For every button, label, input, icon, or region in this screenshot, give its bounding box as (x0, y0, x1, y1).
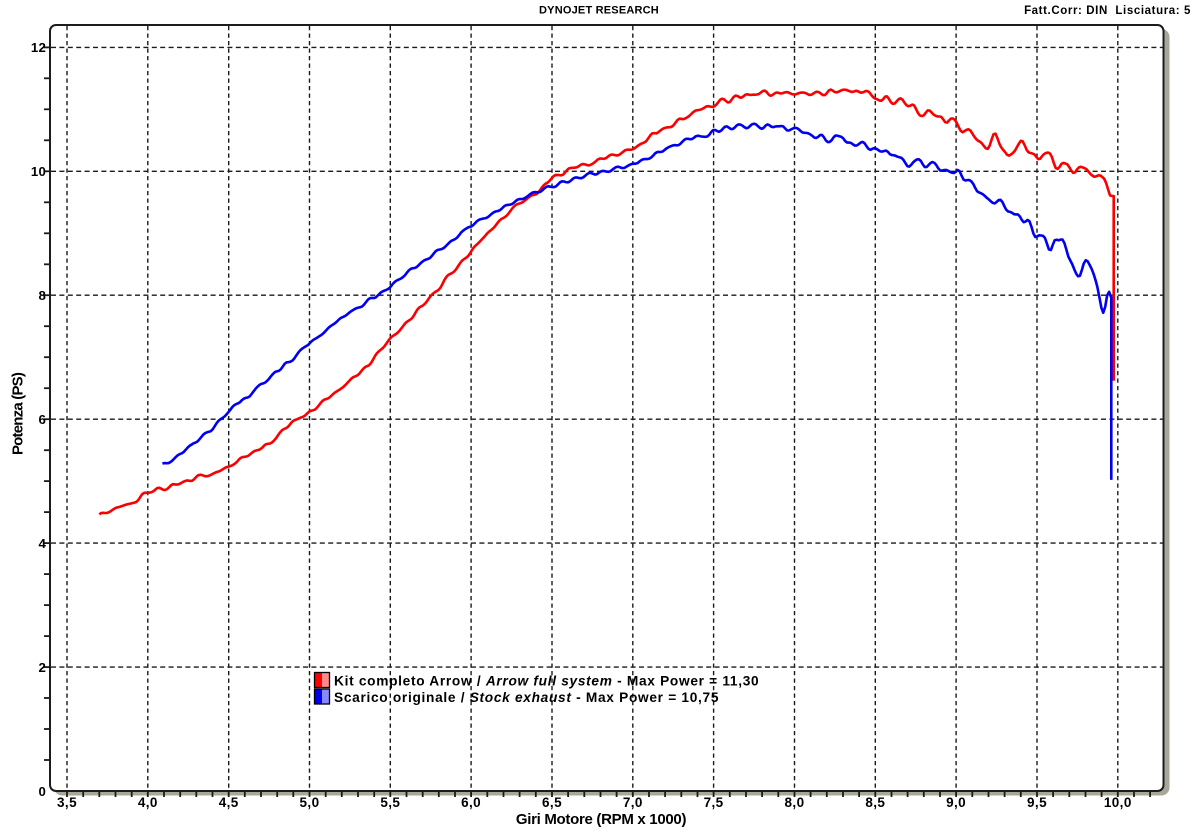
svg-text:3,5: 3,5 (57, 795, 77, 810)
svg-text:0: 0 (38, 784, 46, 799)
svg-text:4,0: 4,0 (138, 795, 158, 810)
svg-text:2: 2 (38, 660, 46, 675)
svg-text:4,5: 4,5 (219, 795, 239, 810)
svg-text:DYNOJET RESEARCH: DYNOJET RESEARCH (539, 5, 659, 17)
svg-text:Kit completo Arrow / Arrow ful: Kit completo Arrow / Arrow full system -… (334, 674, 759, 689)
svg-text:5,5: 5,5 (380, 795, 400, 810)
svg-text:6: 6 (38, 412, 46, 427)
svg-text:10,0: 10,0 (1104, 795, 1132, 810)
svg-text:9,5: 9,5 (1027, 795, 1047, 810)
svg-text:12: 12 (31, 40, 46, 55)
svg-text:Potenza (PS): Potenza (PS) (10, 372, 27, 455)
svg-text:Fatt.Corr: DIN Lisciatura: 5: Fatt.Corr: DIN Lisciatura: 5 (1024, 5, 1191, 17)
svg-text:6,0: 6,0 (461, 795, 481, 810)
svg-text:9,0: 9,0 (946, 795, 966, 810)
svg-text:7,5: 7,5 (704, 795, 724, 810)
svg-text:Scarico originale / Stock exha: Scarico originale / Stock exhaust - Max … (334, 690, 719, 705)
svg-text:8: 8 (38, 288, 46, 303)
svg-text:8,0: 8,0 (785, 795, 805, 810)
svg-text:7,0: 7,0 (623, 795, 643, 810)
svg-text:4: 4 (38, 536, 46, 551)
svg-text:Giri Motore (RPM x 1000): Giri Motore (RPM x 1000) (516, 811, 687, 828)
svg-text:10: 10 (31, 164, 46, 179)
svg-text:6,5: 6,5 (542, 795, 562, 810)
svg-text:5,0: 5,0 (300, 795, 320, 810)
svg-text:8,5: 8,5 (865, 795, 885, 810)
